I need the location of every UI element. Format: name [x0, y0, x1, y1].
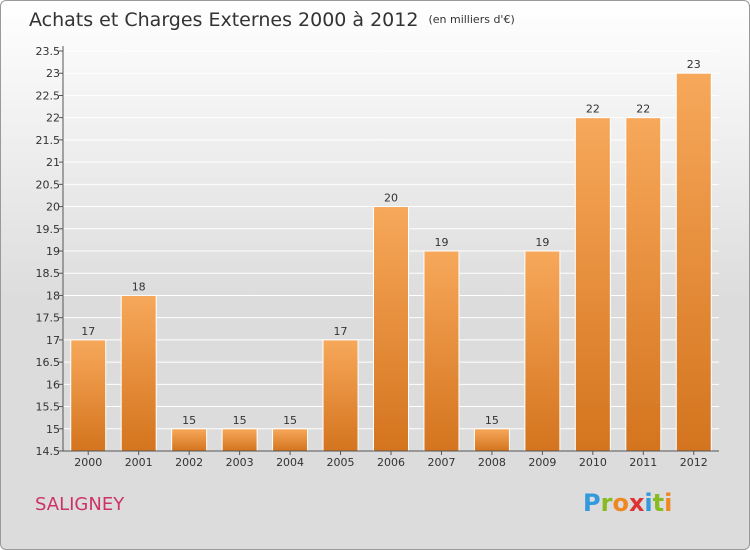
chart-unit: (en milliers d'€)	[428, 13, 515, 26]
bar-value-label: 17	[334, 325, 348, 338]
bar-value-label: 15	[485, 414, 499, 427]
bar	[473, 428, 510, 452]
y-tick-label: 22	[46, 112, 60, 125]
bar-value-label: 17	[81, 325, 95, 338]
y-tick-label: 20.5	[36, 178, 61, 191]
y-tick-label: 17	[46, 334, 60, 347]
y-tick-label: 14.5	[36, 445, 61, 458]
y-tick-label: 20	[46, 201, 60, 214]
bar	[221, 428, 258, 452]
x-tick-label: 2011	[629, 456, 657, 469]
y-tick-label: 18	[46, 289, 60, 302]
commune-name: SALIGNEY	[35, 494, 125, 515]
bar-value-label: 15	[233, 414, 247, 427]
bar	[171, 428, 208, 452]
bars: 17 18 15 15 15 17 20 19 15 19 22 22 23	[70, 58, 712, 452]
logo-letter: x	[628, 489, 645, 517]
bar-value-label: 15	[182, 414, 196, 427]
logo-letter: P	[583, 489, 601, 517]
x-tick-label: 2003	[226, 456, 254, 469]
bar-value-label: 20	[384, 192, 398, 205]
bar	[524, 250, 561, 452]
x-tick-label: 2010	[579, 456, 607, 469]
y-tick-label: 19	[46, 245, 60, 258]
logo-letter: o	[612, 489, 629, 517]
bar-value-label: 15	[283, 414, 297, 427]
bar	[272, 428, 309, 452]
y-tick-label: 16.5	[36, 356, 61, 369]
y-tick-label: 16	[46, 378, 60, 391]
x-tick-label: 2007	[427, 456, 455, 469]
y-tick-label: 15.5	[36, 401, 61, 414]
bar	[373, 206, 409, 452]
logo-letter: i	[644, 489, 653, 517]
proxiti-logo: Proxiti	[583, 489, 672, 517]
chart-title-text: Achats et Charges Externes 2000 à 2012	[29, 9, 419, 31]
x-tick-label: 2006	[377, 456, 405, 469]
y-tick-label: 23	[46, 67, 60, 80]
bar	[574, 117, 611, 452]
x-tick-label: 2012	[680, 456, 708, 469]
bar	[423, 250, 460, 452]
y-tick-label: 22.5	[36, 89, 61, 102]
bar	[675, 72, 712, 452]
x-tick-label: 2002	[175, 456, 203, 469]
logo-letter: t	[652, 489, 665, 517]
bar-value-label: 18	[132, 280, 146, 293]
bar	[625, 117, 662, 452]
bar-value-label: 22	[636, 103, 650, 116]
bar-value-label: 19	[434, 236, 448, 249]
x-tick-label: 2008	[478, 456, 506, 469]
x-tick-label: 2004	[276, 456, 304, 469]
x-axis: 2000 2001 2002 2003 2004 2005 2006 2007 2008 2009…	[63, 450, 719, 469]
chart-title: Achats et Charges Externes 2000 à 2012 (e…	[29, 9, 515, 31]
x-tick-label: 2000	[74, 456, 102, 469]
x-tick-label: 2009	[528, 456, 556, 469]
y-tick-label: 21	[46, 156, 60, 169]
bar-value-label: 22	[586, 103, 600, 116]
y-tick-label: 15	[46, 423, 60, 436]
logo-letter: i	[664, 489, 673, 517]
bar	[322, 339, 359, 452]
y-tick-label: 18.5	[36, 267, 61, 280]
y-tick-label: 17.5	[36, 312, 61, 325]
y-tick-label: 21.5	[36, 134, 61, 147]
y-tick-label: 23.5	[36, 45, 61, 58]
bar-value-label: 23	[687, 58, 701, 71]
x-tick-label: 2001	[125, 456, 153, 469]
y-axis: 14.5 15 15.5 16 16.5 17 17.5 18 18.5 19 19.5 20 20.5…	[36, 45, 64, 458]
bar	[70, 339, 107, 452]
bar	[120, 294, 157, 452]
logo-letter: r	[600, 489, 613, 517]
x-tick-label: 2005	[327, 456, 355, 469]
y-tick-label: 19.5	[36, 223, 61, 236]
bar-value-label: 19	[535, 236, 549, 249]
